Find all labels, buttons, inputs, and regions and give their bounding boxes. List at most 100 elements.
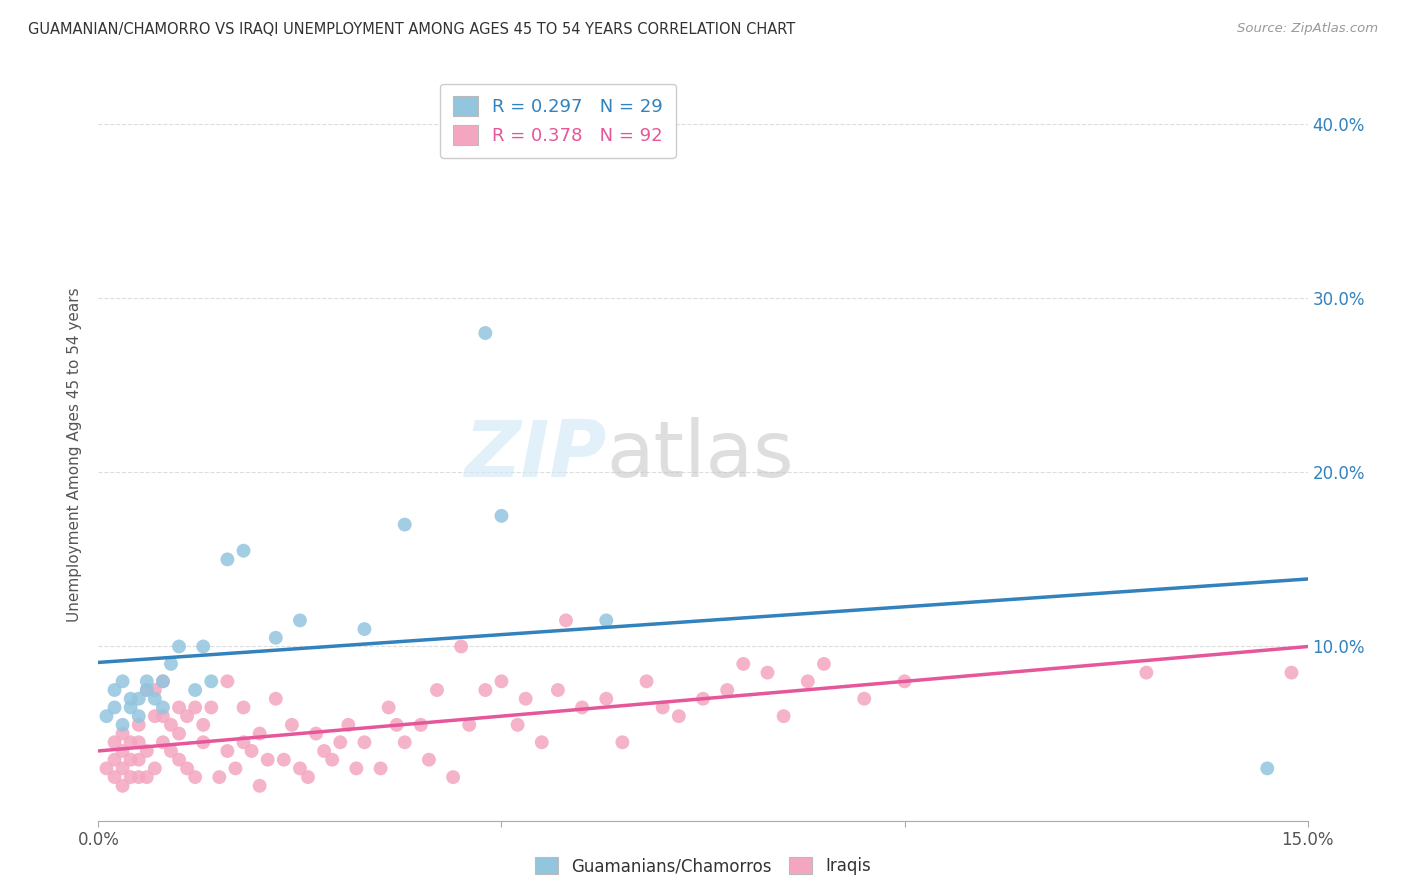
Point (716, 683, 738, 698)
Point (120, 753, 142, 767)
Point (120, 691, 142, 706)
Point (668, 709, 690, 723)
Point (450, 640, 472, 654)
Point (353, 735, 375, 749)
Point (409, 718, 432, 732)
Point (135, 770, 157, 784)
Point (571, 700, 593, 714)
Point (377, 700, 399, 714)
Point (353, 622, 375, 636)
Point (491, 674, 513, 689)
Point (128, 735, 150, 749)
Point (692, 691, 714, 706)
Point (458, 718, 481, 732)
Point (193, 735, 215, 749)
Point (491, 508, 513, 523)
Point (547, 683, 569, 698)
Point (636, 674, 658, 689)
Point (128, 691, 150, 706)
Point (96, 709, 118, 723)
Point (160, 744, 183, 758)
Point (184, 770, 207, 784)
Point (200, 700, 222, 714)
Point (797, 674, 820, 689)
Point (200, 674, 222, 689)
Point (103, 700, 125, 714)
Point (103, 770, 125, 784)
Point (281, 718, 304, 732)
Point (176, 761, 198, 775)
Point (217, 674, 239, 689)
Y-axis label: Unemployment Among Ages 45 to 54 years: Unemployment Among Ages 45 to 54 years (67, 287, 83, 623)
Point (96, 761, 118, 775)
Point (224, 761, 246, 775)
Point (152, 735, 174, 749)
Point (103, 683, 125, 698)
Point (651, 700, 673, 714)
Point (128, 709, 150, 723)
Point (120, 700, 142, 714)
Point (595, 613, 617, 627)
Point (128, 770, 150, 784)
Point (135, 683, 157, 698)
Point (595, 691, 617, 706)
Point (426, 683, 449, 698)
Point (152, 674, 174, 689)
Point (232, 735, 254, 749)
Point (232, 543, 254, 558)
Point (273, 753, 295, 767)
Point (813, 657, 835, 671)
Point (337, 718, 360, 732)
Point (264, 631, 287, 645)
Point (385, 718, 408, 732)
Point (111, 674, 134, 689)
Point (418, 753, 440, 767)
Point (143, 683, 166, 698)
Point (441, 770, 464, 784)
Text: atlas: atlas (606, 417, 794, 493)
Point (1135, 665, 1157, 680)
Point (530, 735, 553, 749)
Point (288, 761, 311, 775)
Point (152, 674, 174, 689)
Point (120, 770, 142, 784)
Point (474, 326, 496, 340)
Point (1256, 761, 1278, 775)
Point (208, 770, 231, 784)
Point (111, 718, 134, 732)
Point (217, 744, 239, 758)
Legend: Guamanians/Chamorros, Iraqis: Guamanians/Chamorros, Iraqis (529, 850, 877, 882)
Text: GUAMANIAN/CHAMORRO VS IRAQI UNEMPLOYMENT AMONG AGES 45 TO 54 YEARS CORRELATION C: GUAMANIAN/CHAMORRO VS IRAQI UNEMPLOYMENT… (28, 22, 796, 37)
Point (152, 709, 174, 723)
Point (329, 735, 352, 749)
Point (135, 683, 157, 698)
Point (167, 753, 190, 767)
Point (288, 613, 311, 627)
Point (305, 726, 328, 740)
Point (111, 761, 134, 775)
Point (394, 517, 416, 532)
Point (394, 735, 416, 749)
Point (772, 709, 794, 723)
Point (143, 761, 166, 775)
Point (506, 718, 529, 732)
Point (193, 640, 215, 654)
Point (344, 761, 367, 775)
Point (128, 753, 150, 767)
Point (264, 691, 287, 706)
Point (515, 691, 537, 706)
Point (135, 674, 157, 689)
Point (321, 753, 343, 767)
Point (370, 761, 392, 775)
Point (167, 726, 190, 740)
Point (474, 683, 496, 698)
Point (249, 779, 271, 793)
Point (249, 726, 271, 740)
Point (143, 691, 166, 706)
Point (143, 709, 166, 723)
Point (184, 700, 207, 714)
Point (853, 691, 876, 706)
Point (111, 726, 134, 740)
Point (733, 657, 755, 671)
Point (297, 770, 319, 784)
